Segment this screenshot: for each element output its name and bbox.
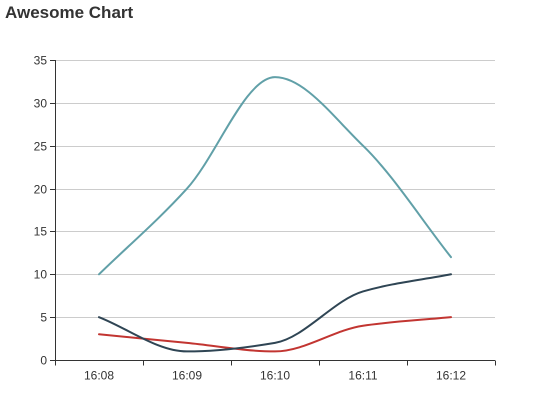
y-tick-label: 0 bbox=[40, 354, 47, 368]
y-tick-label: 20 bbox=[34, 183, 48, 197]
x-tick-label: 16:09 bbox=[172, 369, 202, 383]
series-line-2 bbox=[98, 273, 452, 353]
y-tick-label: 25 bbox=[34, 140, 48, 154]
x-tick-label: 16:08 bbox=[84, 369, 114, 383]
x-tick-label: 16:10 bbox=[260, 369, 290, 383]
axes: 0 5 10 15 20 25 30 35 16:08 16:09 16:10 16:11 16:12 bbox=[34, 54, 496, 383]
y-tick-label: 10 bbox=[34, 268, 48, 282]
x-tick-label: 16:11 bbox=[348, 369, 377, 383]
y-tick-label: 35 bbox=[34, 54, 48, 68]
y-tick-label: 30 bbox=[34, 97, 48, 111]
grid-lines bbox=[55, 60, 495, 318]
series-lines bbox=[98, 76, 452, 353]
x-tick-label: 16:12 bbox=[436, 369, 466, 383]
y-tick-label: 15 bbox=[34, 225, 48, 239]
y-tick-label: 5 bbox=[40, 311, 47, 325]
chart-title: Awesome Chart bbox=[5, 3, 134, 22]
series-line-1 bbox=[98, 76, 452, 276]
series-line-3 bbox=[98, 316, 452, 353]
